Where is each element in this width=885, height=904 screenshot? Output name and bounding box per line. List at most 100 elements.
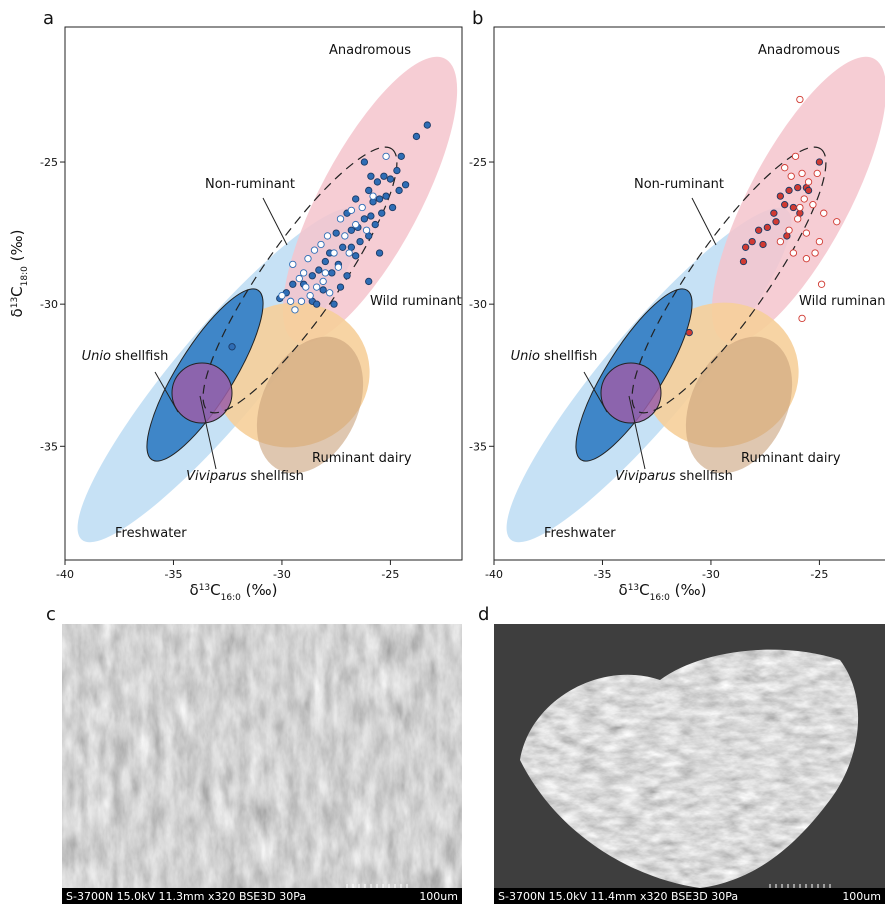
region-label-italic: Viviparus bbox=[186, 469, 247, 484]
data-point bbox=[375, 249, 384, 257]
axis-label-part: 13 bbox=[628, 583, 639, 593]
x-tick-label: -25 bbox=[381, 568, 399, 581]
data-point bbox=[763, 223, 771, 232]
data-point bbox=[306, 291, 314, 300]
data-point bbox=[367, 212, 375, 220]
leader-line bbox=[691, 197, 717, 246]
data-point bbox=[685, 328, 693, 337]
data-point bbox=[352, 220, 360, 229]
axis-label-part: 16:0 bbox=[221, 593, 241, 603]
x-tick-label: -30 bbox=[273, 568, 291, 581]
data-point bbox=[304, 255, 312, 263]
data-point bbox=[748, 237, 756, 246]
data-point bbox=[313, 300, 321, 308]
sem-image: S-3700N 15.0kV 11.4mm x320 BSE3D 30Pa 100… bbox=[478, 604, 885, 904]
axis-label-part: δ bbox=[190, 581, 199, 599]
data-point bbox=[791, 152, 800, 160]
data-point bbox=[310, 246, 319, 254]
data-point bbox=[772, 218, 780, 226]
data-point bbox=[781, 164, 789, 172]
image-caption: S-3700N 15.0kV 11.3mm x320 BSE3D 30Pa bbox=[66, 890, 306, 903]
data-point bbox=[343, 272, 351, 280]
data-point bbox=[308, 272, 316, 280]
leader-line bbox=[628, 395, 646, 470]
panel-label: b bbox=[472, 8, 483, 29]
data-point bbox=[356, 237, 364, 246]
data-point bbox=[794, 215, 802, 223]
data-point bbox=[755, 226, 763, 234]
axis-label-part: (‰) bbox=[8, 230, 26, 267]
data-point bbox=[228, 343, 236, 351]
panel-label: a bbox=[43, 8, 54, 29]
data-point bbox=[321, 257, 329, 266]
data-point bbox=[326, 289, 334, 297]
data-point bbox=[375, 195, 384, 203]
data-point bbox=[813, 169, 821, 178]
data-point bbox=[833, 218, 841, 226]
x-axis-label: δ13C16:0 (‰) bbox=[619, 581, 707, 603]
data-point bbox=[401, 181, 410, 189]
data-point bbox=[781, 201, 789, 209]
axis-label-part: C bbox=[639, 581, 649, 599]
non-ruminant-region bbox=[202, 146, 398, 414]
data-point bbox=[321, 269, 329, 277]
data-point bbox=[369, 192, 377, 200]
data-point bbox=[386, 175, 395, 183]
panel-label: d bbox=[478, 604, 489, 625]
leader-line bbox=[262, 197, 288, 246]
data-point bbox=[332, 229, 340, 237]
data-point bbox=[395, 186, 403, 195]
region-label: Viviparus shellfish bbox=[186, 469, 304, 484]
leader-line bbox=[199, 395, 217, 470]
scale-label: 100um bbox=[419, 890, 458, 903]
axis-label-part: 13 bbox=[199, 583, 210, 593]
data-point bbox=[804, 186, 813, 195]
region-label: Unio shellfish bbox=[511, 349, 598, 364]
plot-frame bbox=[64, 26, 463, 561]
x-tick-label: -40 bbox=[56, 568, 74, 581]
plot-frame bbox=[493, 26, 885, 561]
sem-image: S-3700N 15.0kV 11.3mm x320 BSE3D 30Pa 100… bbox=[46, 604, 462, 904]
region-label-text: shellfish bbox=[115, 349, 168, 364]
leader-line bbox=[154, 371, 179, 413]
data-point bbox=[798, 169, 806, 178]
data-point bbox=[811, 249, 819, 257]
data-point bbox=[759, 240, 767, 249]
data-point bbox=[804, 178, 813, 186]
region-label-italic: Unio bbox=[82, 349, 111, 364]
data-point bbox=[382, 192, 390, 200]
region-label: Non-ruminant bbox=[634, 177, 724, 192]
data-point bbox=[336, 215, 345, 223]
data-point bbox=[299, 269, 308, 277]
data-point bbox=[770, 209, 778, 217]
y-tick-label: -25 bbox=[469, 156, 487, 169]
axis-label-part: (‰) bbox=[670, 581, 707, 599]
axis-label-part: δ bbox=[619, 581, 628, 599]
data-point bbox=[382, 152, 390, 160]
data-point bbox=[347, 206, 356, 215]
region-label-text: shellfish bbox=[544, 349, 597, 364]
data-point bbox=[393, 166, 401, 175]
region-label: Ruminant dairy bbox=[312, 451, 412, 466]
data-point bbox=[817, 280, 826, 288]
data-point bbox=[785, 186, 793, 195]
data-point bbox=[345, 249, 353, 257]
y-tick-label: -35 bbox=[469, 440, 487, 453]
data-point bbox=[776, 237, 785, 246]
data-point bbox=[787, 172, 795, 180]
data-point bbox=[295, 274, 303, 283]
x-tick-label: -25 bbox=[810, 568, 828, 581]
data-point bbox=[423, 121, 431, 129]
data-point bbox=[378, 209, 386, 217]
data-point bbox=[352, 252, 360, 260]
data-point bbox=[796, 95, 804, 104]
data-point bbox=[289, 260, 297, 269]
anadromous-region bbox=[711, 56, 885, 344]
data-point bbox=[815, 158, 824, 166]
data-point bbox=[297, 297, 306, 305]
region-label-italic: Unio bbox=[511, 349, 540, 364]
y-axis-label: δ13C18:0 (‰) bbox=[8, 230, 30, 318]
data-point bbox=[789, 203, 798, 212]
data-point bbox=[796, 203, 804, 212]
